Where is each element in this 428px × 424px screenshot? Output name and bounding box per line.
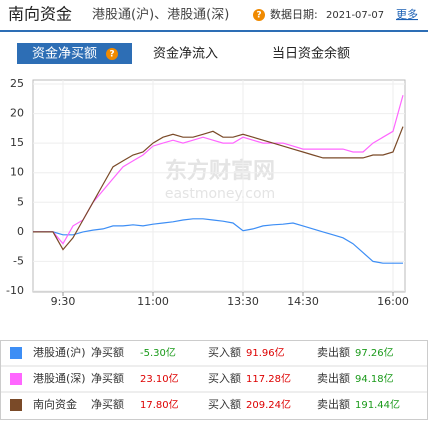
sell-value: 97.26亿 xyxy=(355,346,394,359)
sell-label: 卖出额 xyxy=(317,397,350,411)
active-tab[interactable] xyxy=(17,43,132,64)
y-tick-label: 20 xyxy=(10,107,24,120)
tab[interactable]: 当日资金余额 xyxy=(272,46,350,62)
buy-label: 买入额 xyxy=(208,346,241,359)
y-tick-label: 0 xyxy=(17,225,24,238)
sell-value: 191.44亿 xyxy=(355,398,400,411)
help-icon-mark: ? xyxy=(256,11,261,21)
net-value: 23.10亿 xyxy=(140,372,179,385)
sell-label: 卖出额 xyxy=(317,371,350,385)
buy-label: 买入额 xyxy=(208,372,241,385)
net-label: 净买额 xyxy=(91,397,124,411)
legend-name: 港股通(沪) xyxy=(33,345,86,359)
help-icon-mark: ? xyxy=(109,50,114,60)
y-tick-label: 10 xyxy=(10,166,24,179)
legend-name: 南向资金 xyxy=(33,397,77,411)
plot-frame xyxy=(32,79,406,293)
tab[interactable]: 资金净买额 xyxy=(32,46,97,62)
watermark: eastmoney.com xyxy=(165,186,275,202)
legend-swatch xyxy=(10,399,22,411)
legend-swatch xyxy=(10,347,22,359)
x-tick-label: 14:30 xyxy=(287,295,319,308)
x-tick-label: 13:30 xyxy=(227,295,259,308)
legend-name: 港股通(深) xyxy=(33,372,86,385)
net-value: -5.30亿 xyxy=(140,346,176,359)
date-label: 数据日期: xyxy=(270,7,318,21)
sell-value: 94.18亿 xyxy=(355,372,394,385)
buy-value: 117.28亿 xyxy=(246,372,291,385)
buy-value: 209.24亿 xyxy=(246,398,291,411)
legend-swatch xyxy=(10,373,22,385)
help-icon[interactable] xyxy=(106,48,118,60)
series-line xyxy=(33,218,403,264)
y-tick-label: -5 xyxy=(13,254,24,267)
y-tick-label: 15 xyxy=(10,136,24,149)
y-tick-label: -10 xyxy=(6,284,24,297)
subtitle: 港股通(沪)、港股通(深) xyxy=(92,7,229,23)
series-line xyxy=(33,126,404,251)
net-label: 净买额 xyxy=(91,371,124,385)
x-tick-label: 16:00 xyxy=(377,295,409,308)
x-tick-label: 9:30 xyxy=(51,295,76,308)
title: 南向资金 xyxy=(8,5,72,24)
buy-label: 买入额 xyxy=(208,398,241,411)
tab[interactable]: 资金净流入 xyxy=(153,46,218,62)
help-icon[interactable] xyxy=(253,9,265,21)
net-label: 净买额 xyxy=(91,345,124,359)
net-value: 17.80亿 xyxy=(140,398,179,411)
y-tick-label: 25 xyxy=(10,77,24,90)
buy-value: 91.96亿 xyxy=(246,346,285,359)
watermark: 东方财富网 xyxy=(165,158,275,184)
more-link[interactable]: 更多 xyxy=(396,7,418,21)
date: 2021-07-07 xyxy=(326,10,384,21)
y-tick-label: 5 xyxy=(17,195,24,208)
x-tick-label: 11:00 xyxy=(137,295,169,308)
sell-label: 卖出额 xyxy=(317,345,350,359)
